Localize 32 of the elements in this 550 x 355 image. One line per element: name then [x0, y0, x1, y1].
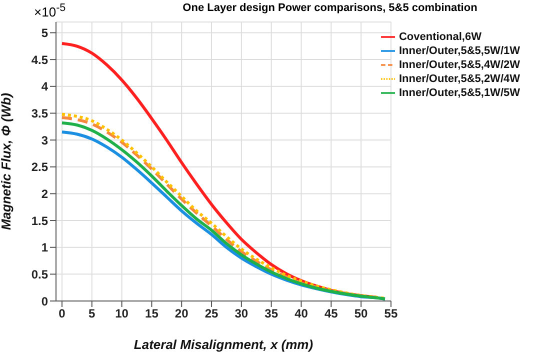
legend-label: Coventional,6W — [398, 30, 482, 43]
y-axis-title: Magnetic Flux, Φ (Wb) — [0, 92, 14, 230]
y-tick-label: 2.5 — [31, 160, 48, 174]
legend-label: Inner/Outer,5&5,5W/1W — [398, 44, 520, 57]
y-tick-label: 5 — [41, 26, 48, 40]
y-tick-label: 0 — [41, 294, 48, 308]
legend-label: Inner/Outer,5&5,2W/4W — [398, 72, 520, 85]
legend-label: Inner/Outer,5&5,1W/5W — [398, 86, 520, 99]
x-tick-label: 35 — [264, 306, 278, 321]
legend-label: Inner/Outer,5&5,4W/2W — [398, 58, 520, 71]
x-tick-label: 0 — [58, 306, 66, 321]
chart-title: One Layer design Power comparisons, 5&5 combination — [182, 2, 478, 14]
y-tick-label: 1.5 — [31, 214, 48, 228]
x-tick-label: 40 — [294, 306, 308, 321]
y-tick-label: 4 — [41, 80, 48, 94]
y-tick-label: 3 — [41, 133, 48, 148]
x-tick-label: 20 — [174, 306, 189, 321]
y-tick-label: 4.5 — [31, 52, 48, 67]
x-tick-label: 45 — [324, 306, 338, 321]
y-tick-label: 0.5 — [31, 267, 48, 282]
x-tick-label: 30 — [234, 306, 248, 321]
x-axis-title: Lateral Misalignment, x (mm) — [134, 337, 314, 352]
x-tick-label: 25 — [204, 306, 219, 321]
y-tick-label: 3.5 — [31, 106, 48, 120]
y-tick-label: 2 — [41, 186, 48, 201]
x-tick-label: 10 — [115, 306, 129, 321]
x-tick-label: 55 — [384, 306, 398, 321]
x-tick-label: 15 — [145, 306, 159, 321]
text: ×10$^{-5}$ — [34, 2, 66, 20]
x-tick-label: 5 — [88, 306, 96, 321]
x-tick-label: 50 — [354, 306, 368, 321]
y-tick-label: 1 — [41, 240, 48, 255]
